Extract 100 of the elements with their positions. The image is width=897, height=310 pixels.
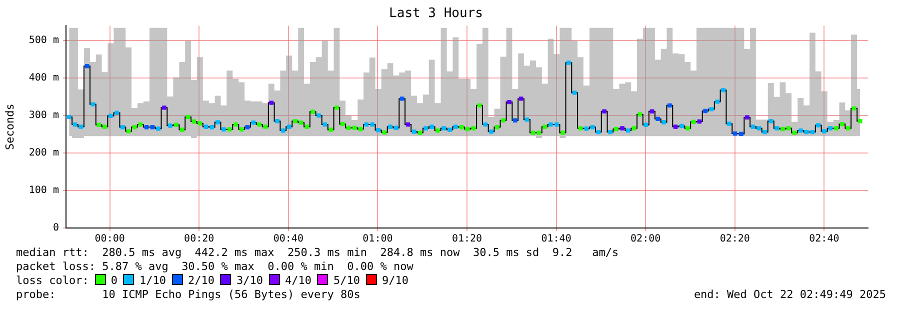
point xyxy=(495,125,500,130)
point xyxy=(454,124,458,129)
x-tick-label: 02:20 xyxy=(720,234,750,245)
point xyxy=(840,122,844,126)
x-tick-label: 00:20 xyxy=(184,234,214,245)
point xyxy=(727,122,732,126)
point xyxy=(376,128,380,132)
legend-label: 2/10 xyxy=(188,274,214,287)
point xyxy=(780,126,785,132)
point xyxy=(602,109,606,114)
point xyxy=(530,130,536,135)
point xyxy=(132,125,137,130)
point xyxy=(180,128,184,132)
point xyxy=(394,126,398,130)
point xyxy=(198,121,202,126)
point xyxy=(328,128,333,132)
point xyxy=(608,130,612,134)
point xyxy=(786,126,791,130)
point xyxy=(668,103,672,108)
point xyxy=(138,122,142,127)
point xyxy=(388,124,392,129)
point xyxy=(858,119,862,124)
point xyxy=(703,108,708,114)
point xyxy=(251,120,256,125)
point xyxy=(150,125,155,130)
point xyxy=(518,96,524,101)
point xyxy=(524,118,530,122)
legend-label: 1/10 xyxy=(139,274,166,287)
legend-label: 3/10 xyxy=(236,274,263,287)
point xyxy=(756,126,762,130)
y-tick-label: 500 m xyxy=(28,35,59,46)
point xyxy=(536,130,542,135)
point xyxy=(370,122,374,127)
y-tick-label: 300 m xyxy=(28,110,59,122)
legend-label: 4/10 xyxy=(284,274,312,287)
point xyxy=(680,124,684,128)
point xyxy=(448,128,452,132)
point xyxy=(750,124,756,129)
point xyxy=(620,126,624,130)
point xyxy=(281,128,286,133)
point xyxy=(442,126,446,130)
point xyxy=(715,100,720,104)
point xyxy=(644,122,648,128)
point xyxy=(673,124,678,129)
x-tick-label: 01:40 xyxy=(541,234,572,245)
text: probe: 10 ICMP Echo Pings (56 Bytes) every 80s xyxy=(16,288,360,301)
point xyxy=(834,126,838,130)
point xyxy=(96,122,101,128)
point xyxy=(269,100,274,105)
point xyxy=(316,113,321,118)
point xyxy=(310,110,315,114)
point xyxy=(412,130,416,134)
point xyxy=(489,130,494,134)
point xyxy=(222,127,226,132)
text: median rtt: 280.5 ms avg 442.2 ms max 250.3 ms min 284.8 ms now 30.5 ms sd 9.2 am/s xyxy=(16,246,620,260)
text: end: Wed Oct 22 02:49:49 2025 xyxy=(694,288,886,302)
point xyxy=(584,126,588,131)
point xyxy=(156,126,160,131)
point xyxy=(352,126,357,130)
point xyxy=(542,124,547,129)
point xyxy=(554,122,559,127)
point xyxy=(471,126,476,130)
y-axis-title: Seconds xyxy=(3,104,16,150)
x-tick-label: 00:00 xyxy=(94,234,125,245)
x-tick-label: 02:40 xyxy=(809,234,840,245)
y-tick-label: 200 m xyxy=(28,148,59,159)
point xyxy=(144,125,149,130)
point xyxy=(739,132,744,136)
point xyxy=(234,122,238,127)
point xyxy=(507,100,512,104)
point xyxy=(566,60,571,65)
y-tick-label: 100 m xyxy=(28,185,59,196)
chart-title: Last 3 Hours xyxy=(389,6,483,22)
point xyxy=(334,106,339,110)
point xyxy=(662,120,666,124)
point xyxy=(275,119,280,124)
point xyxy=(560,130,565,135)
point xyxy=(293,119,298,124)
point xyxy=(108,114,113,118)
point xyxy=(424,126,428,130)
point xyxy=(174,122,178,128)
point xyxy=(822,129,826,134)
point xyxy=(204,124,208,129)
point xyxy=(430,124,434,129)
point xyxy=(578,126,583,130)
point xyxy=(590,125,595,130)
point xyxy=(168,124,172,128)
point xyxy=(774,126,779,130)
point xyxy=(459,125,464,130)
x-tick-label: 01:00 xyxy=(362,234,393,245)
point xyxy=(120,125,125,130)
point xyxy=(768,119,774,124)
legend-label: 0 xyxy=(110,274,118,287)
point xyxy=(257,122,262,127)
point xyxy=(572,90,577,95)
y-tick-label: 400 m xyxy=(28,72,59,84)
text: packet loss: 5.87 % avg 30.50 % max 0.00 % min 0.00 % now xyxy=(16,260,414,274)
point xyxy=(126,129,131,134)
y-tick-label: 0 xyxy=(52,222,59,234)
point xyxy=(721,88,726,92)
